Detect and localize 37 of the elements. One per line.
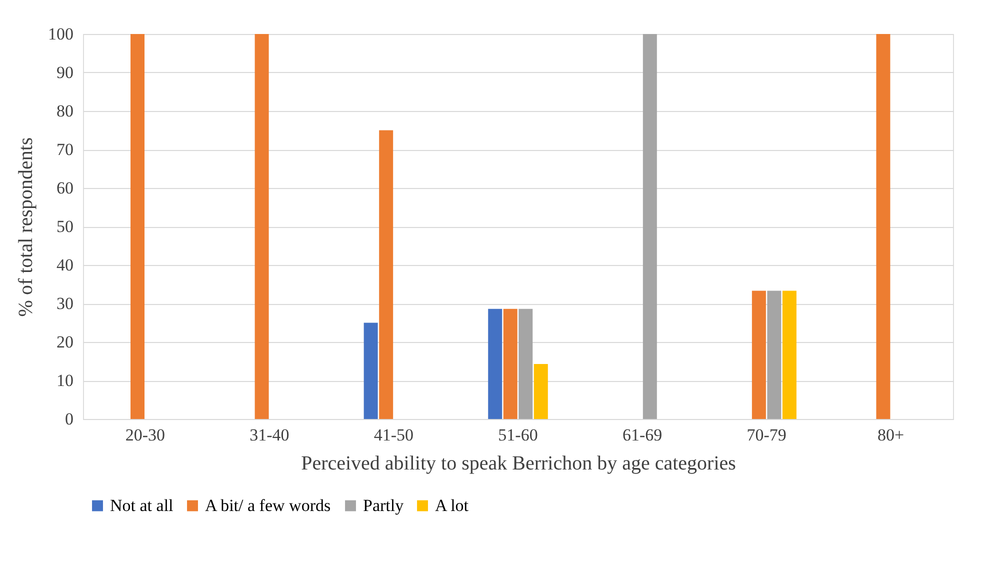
y-tick-label: 90 xyxy=(56,63,74,82)
y-tick-label: 30 xyxy=(56,294,74,313)
x-tick-label: 31-40 xyxy=(250,426,290,444)
bar xyxy=(767,290,782,419)
bar xyxy=(130,34,145,419)
bar xyxy=(876,34,890,419)
x-tick-label: 70-79 xyxy=(746,426,786,444)
legend-label: A lot xyxy=(435,496,469,515)
x-tick-label: 41-50 xyxy=(374,426,414,444)
x-tick-label: 51-60 xyxy=(498,426,538,444)
y-tick-label: 40 xyxy=(56,256,74,274)
legend-label: Not at all xyxy=(110,496,174,515)
y-tick-label: 10 xyxy=(56,371,74,390)
bar xyxy=(752,290,766,419)
y-axis-title: % of total respondents xyxy=(15,137,37,317)
y-tick-label: 80 xyxy=(56,102,74,120)
bar xyxy=(534,364,548,419)
x-axis-title: Perceived ability to speak Berrichon by age categories xyxy=(301,452,736,474)
legend-label: A bit/ a few words xyxy=(205,496,331,515)
x-tick-label: 80+ xyxy=(878,426,904,444)
bar xyxy=(379,130,394,419)
y-tick-label: 0 xyxy=(65,410,74,428)
bar xyxy=(642,34,657,419)
bar xyxy=(503,308,518,419)
bar xyxy=(254,34,269,419)
y-tick-label: 20 xyxy=(56,332,74,352)
y-tick-label: 60 xyxy=(56,178,74,198)
x-tick-label: 61-69 xyxy=(622,426,662,444)
bar xyxy=(488,308,502,419)
y-tick-label: 50 xyxy=(56,217,74,236)
bar xyxy=(518,308,533,419)
bar xyxy=(782,290,796,419)
legend-label: Partly xyxy=(363,496,404,515)
y-tick-label: 70 xyxy=(56,140,74,159)
x-tick-label: 20-30 xyxy=(125,426,165,444)
y-tick-label: 100 xyxy=(48,24,74,44)
bar xyxy=(364,322,378,419)
